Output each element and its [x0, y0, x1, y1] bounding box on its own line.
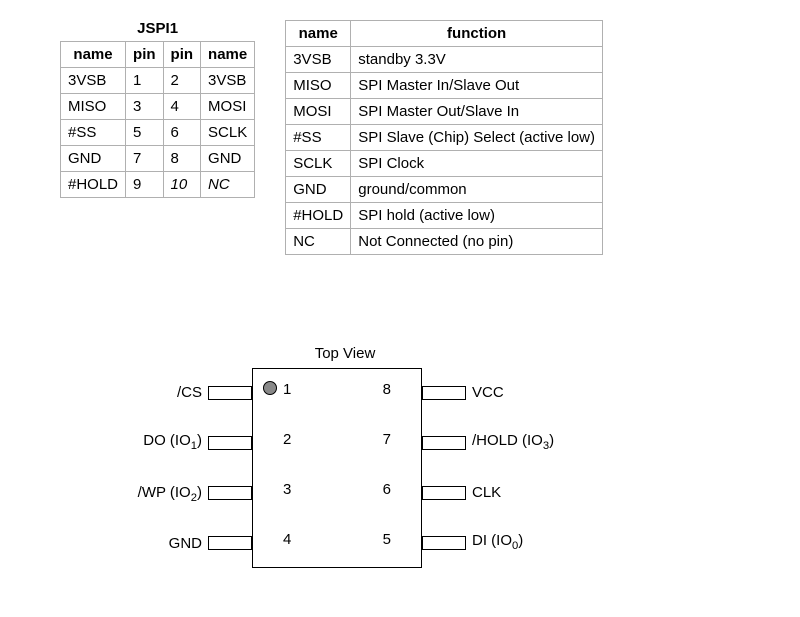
pin-number: 7: [383, 431, 391, 448]
pin-lead: [208, 486, 252, 500]
table-row: GNDground/common: [286, 177, 603, 203]
left-leads: [208, 368, 252, 568]
pin-number: 2: [283, 431, 291, 448]
pin-number: 6: [383, 481, 391, 498]
chip-diagram: Top View /CS DO (IO1) /WP (IO2) GND 1 2 …: [100, 345, 700, 568]
pin1-dot-icon: [263, 381, 277, 395]
table-row: 3VSBstandby 3.3V: [286, 47, 603, 73]
table-row: #HOLD 9 10 NC: [61, 172, 255, 198]
col-pin-left: pin: [126, 42, 164, 68]
col-name-right: name: [201, 42, 255, 68]
table-row: MISO 3 4 MOSI: [61, 94, 255, 120]
table-row: GND 7 8 GND: [61, 146, 255, 172]
function-table: name function 3VSBstandby 3.3V MISOSPI M…: [285, 20, 603, 255]
col-pin-right: pin: [163, 42, 201, 68]
table-row: #SS 5 6 SCLK: [61, 120, 255, 146]
pin-number: 3: [283, 481, 291, 498]
table-header-row: name function: [286, 21, 603, 47]
right-leads: [422, 368, 466, 568]
pin-label: DO (IO1): [100, 432, 208, 452]
function-table-section: name function 3VSBstandby 3.3V MISOSPI M…: [285, 20, 603, 255]
pinout-title: JSPI1: [60, 20, 255, 37]
pin-lead: [208, 436, 252, 450]
pin-lead: [422, 386, 466, 400]
table-row: MISOSPI Master In/Slave Out: [286, 73, 603, 99]
col-name-left: name: [61, 42, 126, 68]
right-labels: VCC /HOLD (IO3) CLK DI (IO0): [466, 368, 586, 568]
table-row: #HOLDSPI hold (active low): [286, 203, 603, 229]
table-row: SCLKSPI Clock: [286, 151, 603, 177]
pin-label: /WP (IO2): [100, 484, 208, 504]
pin-lead: [208, 386, 252, 400]
pin-lead: [422, 486, 466, 500]
pin-lead: [422, 436, 466, 450]
chip-body: 1 2 3 4 8 7 6 5: [252, 368, 422, 568]
table-row: #SSSPI Slave (Chip) Select (active low): [286, 125, 603, 151]
chip-title: Top View: [260, 345, 430, 362]
pin-label: /HOLD (IO3): [466, 432, 586, 452]
pin-label: GND: [100, 535, 208, 552]
pin-label: CLK: [466, 484, 586, 501]
pin-label: DI (IO0): [466, 532, 586, 552]
pin-lead: [208, 536, 252, 550]
pin-label: /CS: [100, 384, 208, 401]
col-function: function: [351, 21, 603, 47]
table-row: NCNot Connected (no pin): [286, 229, 603, 255]
pin-number: 5: [383, 531, 391, 548]
table-header-row: name pin pin name: [61, 42, 255, 68]
pin-lead: [422, 536, 466, 550]
pin-number: 4: [283, 531, 291, 548]
pinout-table-section: JSPI1 name pin pin name 3VSB 1 2 3VSB MI…: [60, 20, 255, 198]
pin-number: 8: [383, 381, 391, 398]
pin-label: VCC: [466, 384, 586, 401]
pin-number: 1: [283, 381, 291, 398]
table-row: MOSISPI Master Out/Slave In: [286, 99, 603, 125]
col-name: name: [286, 21, 351, 47]
left-labels: /CS DO (IO1) /WP (IO2) GND: [100, 368, 208, 568]
table-row: 3VSB 1 2 3VSB: [61, 68, 255, 94]
pinout-table: name pin pin name 3VSB 1 2 3VSB MISO 3 4…: [60, 41, 255, 198]
